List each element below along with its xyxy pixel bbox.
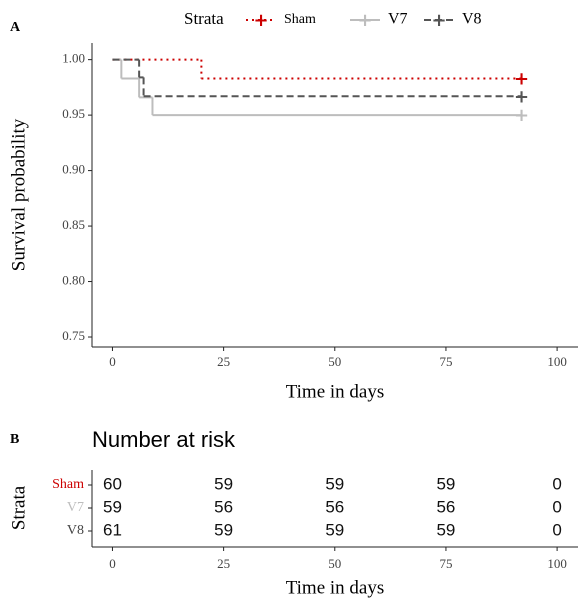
- legend-label: V7: [388, 11, 408, 28]
- risk-count: 56: [214, 497, 233, 516]
- censor-marker: +: [514, 86, 529, 107]
- y-tick-label: 0.80: [62, 273, 85, 288]
- y-tick-label: 0.75: [62, 328, 85, 343]
- risk-count: 56: [325, 497, 344, 516]
- risk-count: 60: [103, 474, 122, 493]
- legend-label: Sham: [284, 12, 316, 27]
- x-tick-label: 50: [328, 354, 341, 369]
- legend-label: V8: [462, 11, 482, 28]
- risk-count: 0: [552, 520, 561, 539]
- legend-title: Strata: [184, 9, 224, 28]
- censor-marker: +: [514, 69, 529, 90]
- x-tick-label: 25: [217, 354, 230, 369]
- x-tick-label: 75: [439, 556, 452, 571]
- x-axis-title: Time in days: [286, 381, 385, 402]
- risk-count: 59: [325, 474, 344, 493]
- risk-count: 61: [103, 520, 122, 539]
- x-tick-label: 25: [217, 556, 230, 571]
- y-axis-title: Survival probability: [8, 118, 29, 271]
- panel-label: A: [10, 20, 21, 35]
- legend-marker: +: [431, 10, 446, 31]
- y-axis-title: Strata: [8, 485, 29, 530]
- y-tick-label: 1.00: [62, 51, 85, 66]
- y-tick-label: 0.90: [62, 162, 85, 177]
- row-label: V7: [67, 500, 84, 515]
- y-tick-label: 0.95: [62, 106, 85, 121]
- x-tick-label: 100: [547, 354, 567, 369]
- risk-count: 0: [552, 474, 561, 493]
- risk-count: 59: [325, 520, 344, 539]
- table-title: Number at risk: [92, 427, 236, 452]
- legend-marker: +: [357, 10, 372, 31]
- risk-count: 59: [214, 520, 233, 539]
- risk-count: 0: [552, 497, 561, 516]
- y-tick-label: 0.85: [62, 217, 85, 232]
- x-tick-label: 0: [109, 354, 116, 369]
- x-axis-title: Time in days: [286, 577, 385, 598]
- risk-count: 59: [436, 520, 455, 539]
- row-label: V8: [67, 523, 84, 538]
- risk-count: 59: [214, 474, 233, 493]
- risk-count: 56: [436, 497, 455, 516]
- risk-count: 59: [436, 474, 455, 493]
- x-tick-label: 75: [439, 354, 452, 369]
- legend-marker: +: [253, 10, 268, 31]
- x-tick-label: 50: [328, 556, 341, 571]
- risk-count: 59: [103, 497, 122, 516]
- censor-marker: +: [514, 105, 529, 126]
- x-tick-label: 0: [109, 556, 116, 571]
- panel-label: B: [10, 432, 19, 447]
- row-label: Sham: [52, 477, 84, 492]
- x-tick-label: 100: [547, 556, 567, 571]
